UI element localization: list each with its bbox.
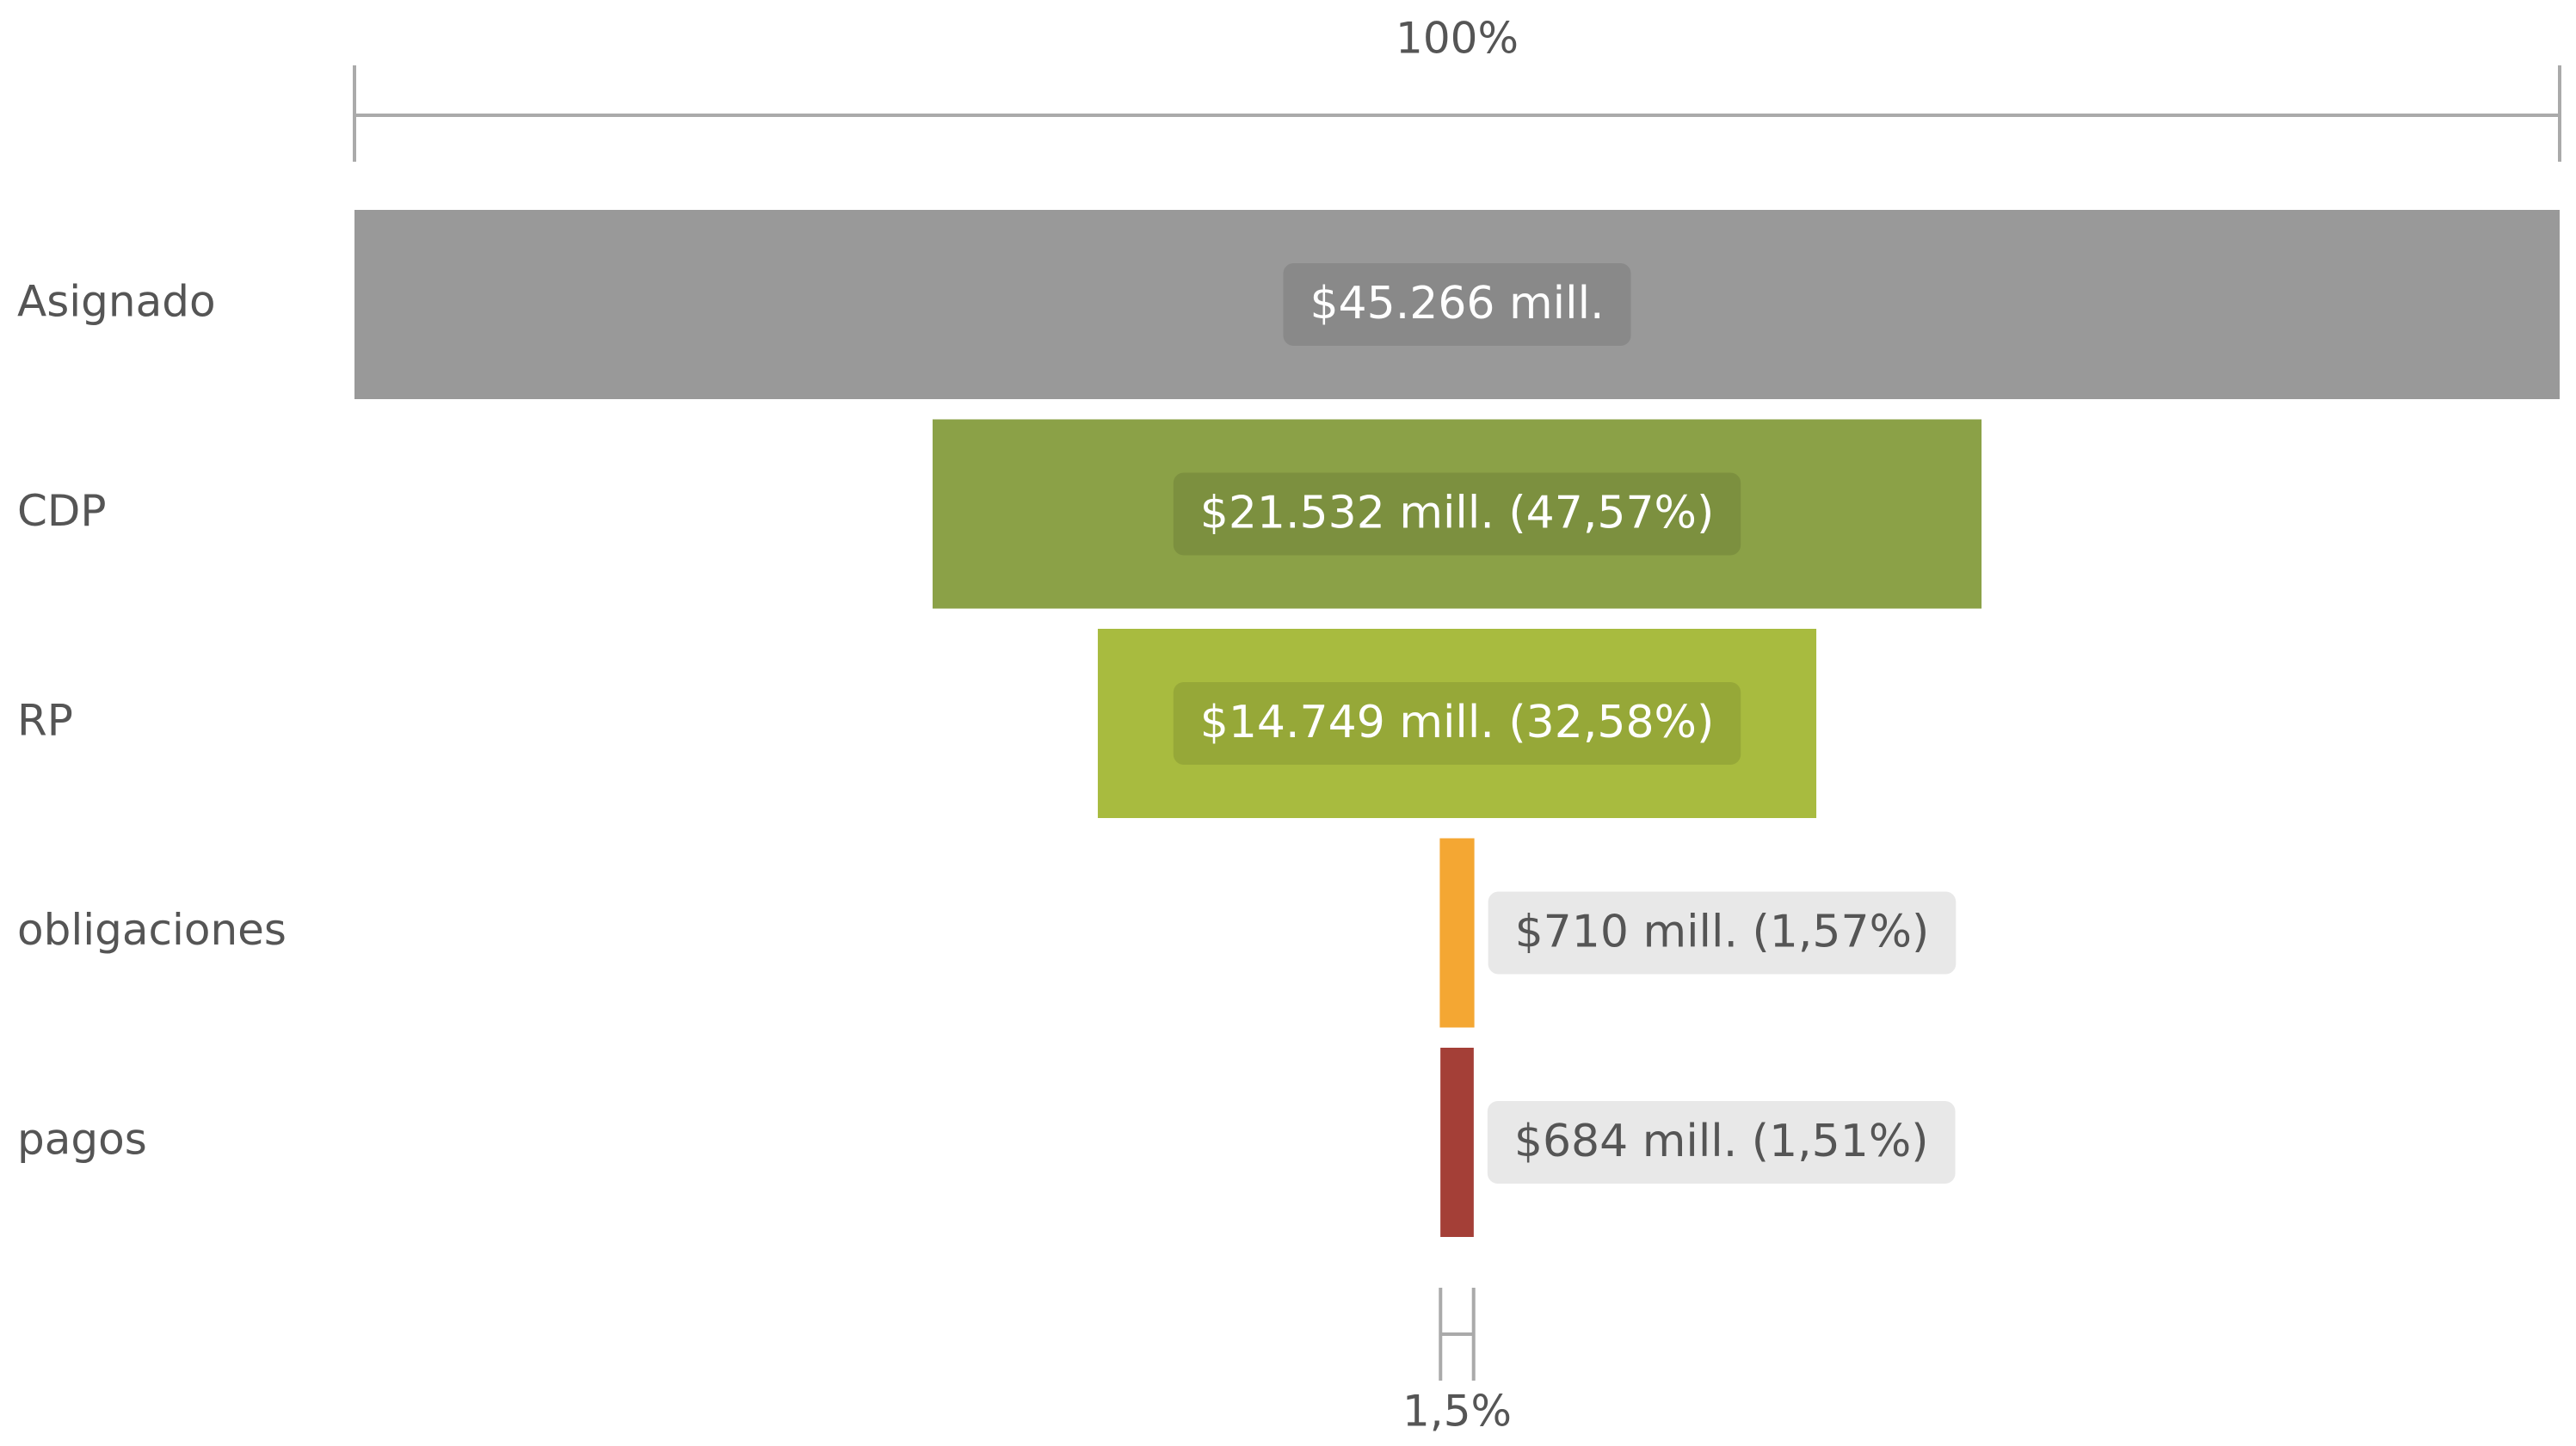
category-label: obligaciones (17, 905, 287, 955)
value-label: $14.749 mill. (32,58%) (1200, 697, 1714, 748)
value-label-chip (1283, 263, 1631, 346)
category-label: pagos (17, 1115, 147, 1165)
bottom-scale-label: 1,5% (1402, 1387, 1512, 1437)
funnel-bar (354, 210, 2560, 399)
category-label: RP (17, 696, 73, 746)
value-label-chip (1173, 682, 1741, 765)
value-label-chip (1173, 472, 1741, 556)
funnel-bar (1097, 629, 1817, 818)
value-label-chip (1488, 891, 1957, 975)
category-label: Asignado (17, 277, 216, 327)
value-label: $45.266 mill. (1310, 278, 1604, 329)
value-label: $710 mill. (1,57%) (1515, 907, 1930, 958)
funnel-bar (932, 419, 1982, 609)
funnel-bar (1440, 1048, 1474, 1237)
top-scale-label: 100% (1396, 14, 1519, 64)
funnel-bar (1439, 838, 1475, 1028)
value-label: $21.532 mill. (47,57%) (1200, 488, 1714, 539)
category-label: CDP (17, 486, 107, 536)
value-label-chip (1487, 1101, 1956, 1184)
value-label: $684 mill. (1,51%) (1514, 1116, 1929, 1167)
